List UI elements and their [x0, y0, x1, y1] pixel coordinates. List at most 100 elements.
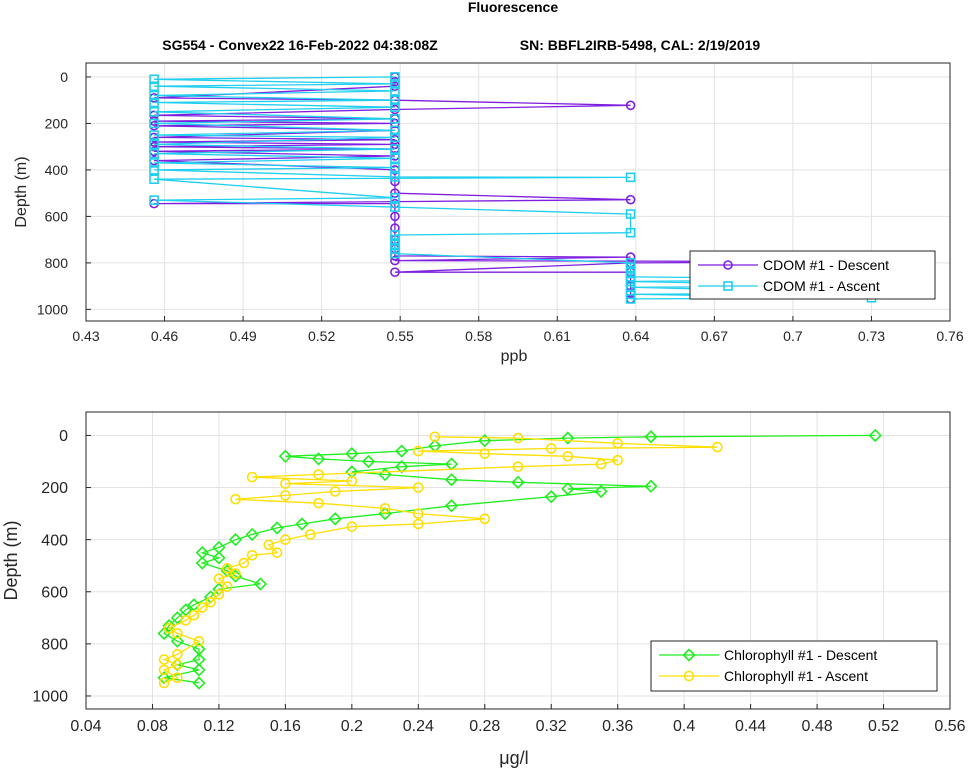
data-point: [158, 677, 170, 689]
x-tick-label: 0.28: [469, 718, 500, 735]
data-point: [625, 282, 636, 293]
data-point: [625, 194, 636, 205]
data-point: [149, 158, 159, 168]
x-tick-label: 0.61: [544, 328, 571, 344]
data-point: [253, 577, 268, 591]
x-tick-label: 0.56: [934, 718, 965, 735]
x-tick-label: 0.36: [602, 718, 633, 735]
x-tick-label: 0.16: [270, 718, 301, 735]
data-point: [205, 596, 216, 608]
data-point: [278, 449, 293, 463]
data-point: [172, 659, 183, 671]
legend-box: [650, 640, 938, 692]
data-point: [193, 635, 205, 647]
legend-entry-label: CDOM #1 - Descent: [763, 257, 889, 273]
x-tick-label: 0.49: [229, 328, 256, 344]
x-tick-label: 0.55: [387, 328, 414, 344]
y-tick-label: 1000: [37, 301, 68, 317]
data-point: [238, 557, 250, 569]
x-tick-label: 0.64: [622, 328, 649, 344]
x-tick-label: 0.24: [403, 718, 434, 735]
data-point: [390, 172, 400, 182]
data-point: [625, 100, 636, 111]
data-point: [180, 615, 191, 626]
data-point: [295, 517, 309, 531]
data-point: [149, 90, 159, 101]
data-point: [149, 165, 159, 175]
data-point: [562, 450, 574, 462]
data-point: [545, 443, 557, 454]
data-point: [246, 471, 258, 483]
data-point: [429, 431, 441, 443]
data-point: [149, 174, 159, 185]
data-point: [478, 434, 492, 448]
axes-box: [85, 62, 951, 322]
data-point: [390, 86, 400, 96]
data-point: [230, 493, 241, 505]
legend-entry-label: Chlorophyll #1 - Ascent: [724, 668, 868, 684]
series-line-2: [162, 436, 718, 684]
axes-box: [85, 411, 951, 710]
data-point: [413, 518, 424, 530]
data-point: [561, 482, 575, 496]
data-point: [230, 568, 241, 579]
data-point: [311, 452, 326, 466]
data-point: [625, 258, 636, 268]
data-point: [595, 458, 607, 470]
data-point: [157, 626, 171, 641]
data-point: [162, 619, 176, 633]
data-point: [195, 556, 209, 570]
cdom-panel: 0.43 0.46 0.49 0.52 0.55 0.58 0.61 0.64 0.67 0.7 0…: [13, 62, 964, 365]
data-point: [625, 209, 636, 219]
data-point: [512, 432, 524, 444]
data-point: [390, 162, 400, 173]
data-point: [172, 672, 183, 684]
data-point: [213, 573, 225, 585]
data-point: [390, 79, 400, 89]
x-tick-label: 0.12: [203, 718, 234, 735]
data-point: [149, 81, 159, 92]
data-point: [329, 486, 341, 497]
y-tick-label: 400: [41, 532, 68, 549]
series-group: [157, 428, 882, 690]
y-tick-label: 200: [45, 115, 69, 131]
x-tick-label: 0.04: [70, 718, 101, 735]
x-tick-label: 0.52: [308, 328, 335, 344]
data-point: [192, 676, 206, 690]
data-point: [280, 478, 291, 489]
y-tick-label: 0: [60, 69, 68, 85]
data-point: [170, 634, 185, 648]
data-point: [158, 664, 170, 676]
data-point: [390, 230, 400, 240]
data-point: [149, 118, 159, 129]
x-tick-label: 0.4: [673, 718, 695, 735]
data-point: [345, 465, 359, 479]
data-point: [511, 475, 525, 489]
data-point: [163, 622, 175, 634]
y-tick-label: 0: [59, 428, 68, 445]
data-point: [197, 602, 208, 613]
data-point: [188, 609, 200, 621]
x-tick-label: 0.32: [536, 718, 567, 735]
data-point: [149, 107, 159, 117]
figure-title: Fluorescence: [468, 0, 558, 15]
x-tick-label: 0.48: [802, 718, 833, 735]
figure-subtitle-right: SN: BBFL2IRB-5498, CAL: 2/19/2019: [520, 37, 761, 53]
data-point: [390, 102, 400, 112]
data-point: [612, 437, 623, 449]
data-point: [444, 499, 459, 513]
data-point: [712, 441, 723, 453]
data-point: [390, 95, 400, 105]
data-point: [263, 539, 275, 551]
data-point: [305, 529, 316, 540]
data-point: [270, 521, 284, 535]
x-axis-label: μg/l: [499, 748, 528, 768]
data-point: [512, 461, 524, 473]
data-point: [868, 428, 882, 443]
legend: CDOM #1 - Descent CDOM #1 - Ascent: [689, 250, 936, 300]
data-point: [361, 454, 376, 469]
data-point: [280, 490, 291, 501]
x-tick-label: 0.46: [151, 328, 178, 344]
data-point: [328, 512, 342, 526]
